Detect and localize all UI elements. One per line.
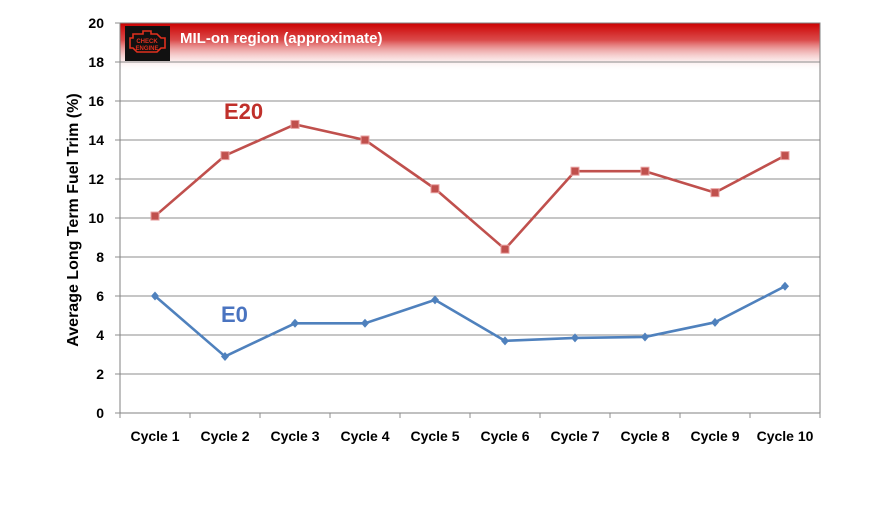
y-tick-label: 4 bbox=[96, 327, 104, 343]
data-point-e20 bbox=[500, 244, 510, 254]
data-point-e20 bbox=[290, 119, 300, 129]
series-line-e20 bbox=[154, 123, 786, 251]
data-point-e0 bbox=[291, 318, 299, 328]
data-point-e0 bbox=[501, 336, 509, 346]
data-point-e20 bbox=[430, 184, 440, 194]
y-tick-label: 18 bbox=[88, 54, 104, 70]
y-axis-label: Average Long Term Fuel Trim (%) bbox=[65, 93, 82, 346]
mil-region-label: MIL-on region (approximate) bbox=[180, 30, 383, 47]
y-tick-label: 20 bbox=[88, 15, 104, 31]
x-tick-label: Cycle 8 bbox=[620, 428, 669, 444]
y-tick-label: 10 bbox=[88, 210, 104, 226]
data-point-e0 bbox=[431, 295, 439, 305]
data-point-e20 bbox=[570, 166, 580, 176]
x-tick-label: Cycle 7 bbox=[550, 428, 599, 444]
y-tick-label: 8 bbox=[96, 249, 104, 265]
series-group: E20 E0 bbox=[150, 99, 790, 361]
x-tick-label: Cycle 9 bbox=[690, 428, 739, 444]
x-tick-label: Cycle 3 bbox=[270, 428, 319, 444]
series-label-e0: E0 bbox=[221, 302, 248, 327]
data-point-e0 bbox=[571, 333, 579, 343]
series-label-e20: E20 bbox=[224, 99, 263, 124]
check-engine-text-1: CHECK bbox=[136, 39, 158, 45]
data-point-e20 bbox=[360, 135, 370, 145]
check-engine-text-2: ENGINE bbox=[135, 46, 158, 52]
y-tick-label: 2 bbox=[96, 366, 104, 382]
data-point-e20 bbox=[220, 151, 230, 161]
data-point-e20 bbox=[640, 166, 650, 176]
data-point-e0 bbox=[711, 317, 719, 327]
data-point-e0 bbox=[781, 281, 789, 291]
x-tick-label: Cycle 2 bbox=[200, 428, 249, 444]
y-tick-label: 0 bbox=[96, 405, 104, 421]
x-axis-ticks: Cycle 1 Cycle 2 Cycle 3 Cycle 4 Cycle 5 Cycle… bbox=[119, 413, 821, 444]
x-tick-label: Cycle 4 bbox=[340, 428, 389, 444]
x-tick-label: Cycle 5 bbox=[410, 428, 459, 444]
data-point-e20 bbox=[150, 211, 160, 221]
series-line-e0 bbox=[154, 285, 786, 358]
y-tick-label: 14 bbox=[88, 132, 104, 148]
data-point-e0 bbox=[361, 318, 369, 328]
x-tick-label: Cycle 1 bbox=[130, 428, 179, 444]
data-point-e20 bbox=[710, 188, 720, 198]
data-point-e0 bbox=[221, 351, 229, 361]
data-point-e0 bbox=[641, 332, 649, 342]
check-engine-icon: CHECK ENGINE bbox=[125, 26, 170, 61]
y-tick-label: 12 bbox=[88, 171, 104, 187]
mil-region-band bbox=[120, 23, 820, 72]
x-tick-label: Cycle 10 bbox=[757, 428, 814, 444]
y-axis-ticks: 0 2 4 6 8 10 12 14 16 18 20 bbox=[88, 15, 120, 421]
y-tick-label: 6 bbox=[96, 288, 104, 304]
data-point-e20 bbox=[780, 151, 790, 161]
data-point-e0 bbox=[151, 291, 159, 301]
y-tick-label: 16 bbox=[88, 93, 104, 109]
x-tick-label: Cycle 6 bbox=[480, 428, 529, 444]
